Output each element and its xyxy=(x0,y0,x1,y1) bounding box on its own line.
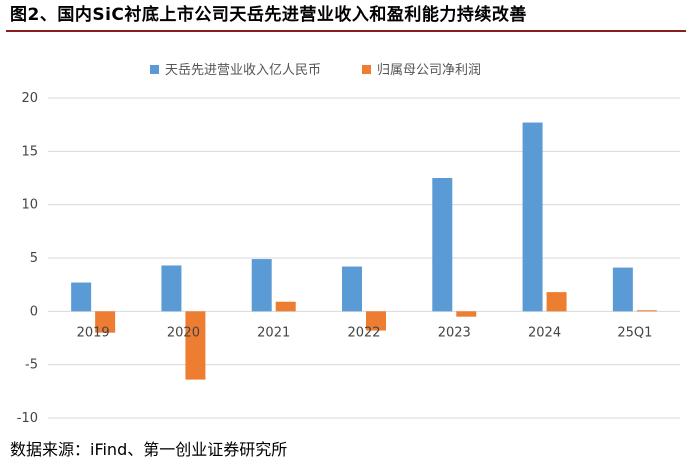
revenue-bar xyxy=(342,266,362,312)
profit-bar xyxy=(546,292,567,312)
y-tick-label: 20 xyxy=(21,91,38,106)
y-tick-label: 0 xyxy=(30,304,38,319)
legend-swatch xyxy=(150,65,159,74)
revenue-bar xyxy=(161,265,182,312)
revenue-bar xyxy=(251,259,272,312)
profit-bar xyxy=(185,311,206,380)
profit-bar xyxy=(636,310,657,312)
x-tick-label: 2022 xyxy=(347,325,380,340)
profit-bar xyxy=(366,311,386,331)
x-tick-label: 2020 xyxy=(167,325,200,340)
x-tick-label: 2024 xyxy=(528,325,561,340)
y-tick-label: 10 xyxy=(21,198,38,213)
source-note: 数据来源：iFind、第一创业证券研究所 xyxy=(10,440,288,459)
x-tick-label: 25Q1 xyxy=(617,325,652,340)
legend-label: 归属母公司净利润 xyxy=(377,63,481,78)
legend-label: 天岳先进营业收入亿人民币 xyxy=(165,63,321,78)
y-tick-label: -5 xyxy=(25,358,38,373)
y-tick-label: -10 xyxy=(17,411,38,426)
revenue-bar xyxy=(432,178,453,312)
legend-swatch xyxy=(362,65,371,74)
title-rule xyxy=(6,30,686,32)
y-tick-label: 5 xyxy=(30,251,38,266)
profit-bar xyxy=(275,301,296,312)
x-tick-label: 2019 xyxy=(77,325,110,340)
revenue-bar xyxy=(71,282,92,312)
y-tick-label: 15 xyxy=(21,144,38,159)
revenue-bar xyxy=(612,267,633,312)
profit-bar xyxy=(456,311,477,317)
profit-bar xyxy=(95,311,116,333)
figure-title: 图2、国内SiC衬底上市公司天岳先进营业收入和盈利能力持续改善 xyxy=(10,5,527,25)
revenue-bar xyxy=(522,122,543,312)
x-tick-label: 2021 xyxy=(257,325,290,340)
x-tick-label: 2023 xyxy=(438,325,471,340)
